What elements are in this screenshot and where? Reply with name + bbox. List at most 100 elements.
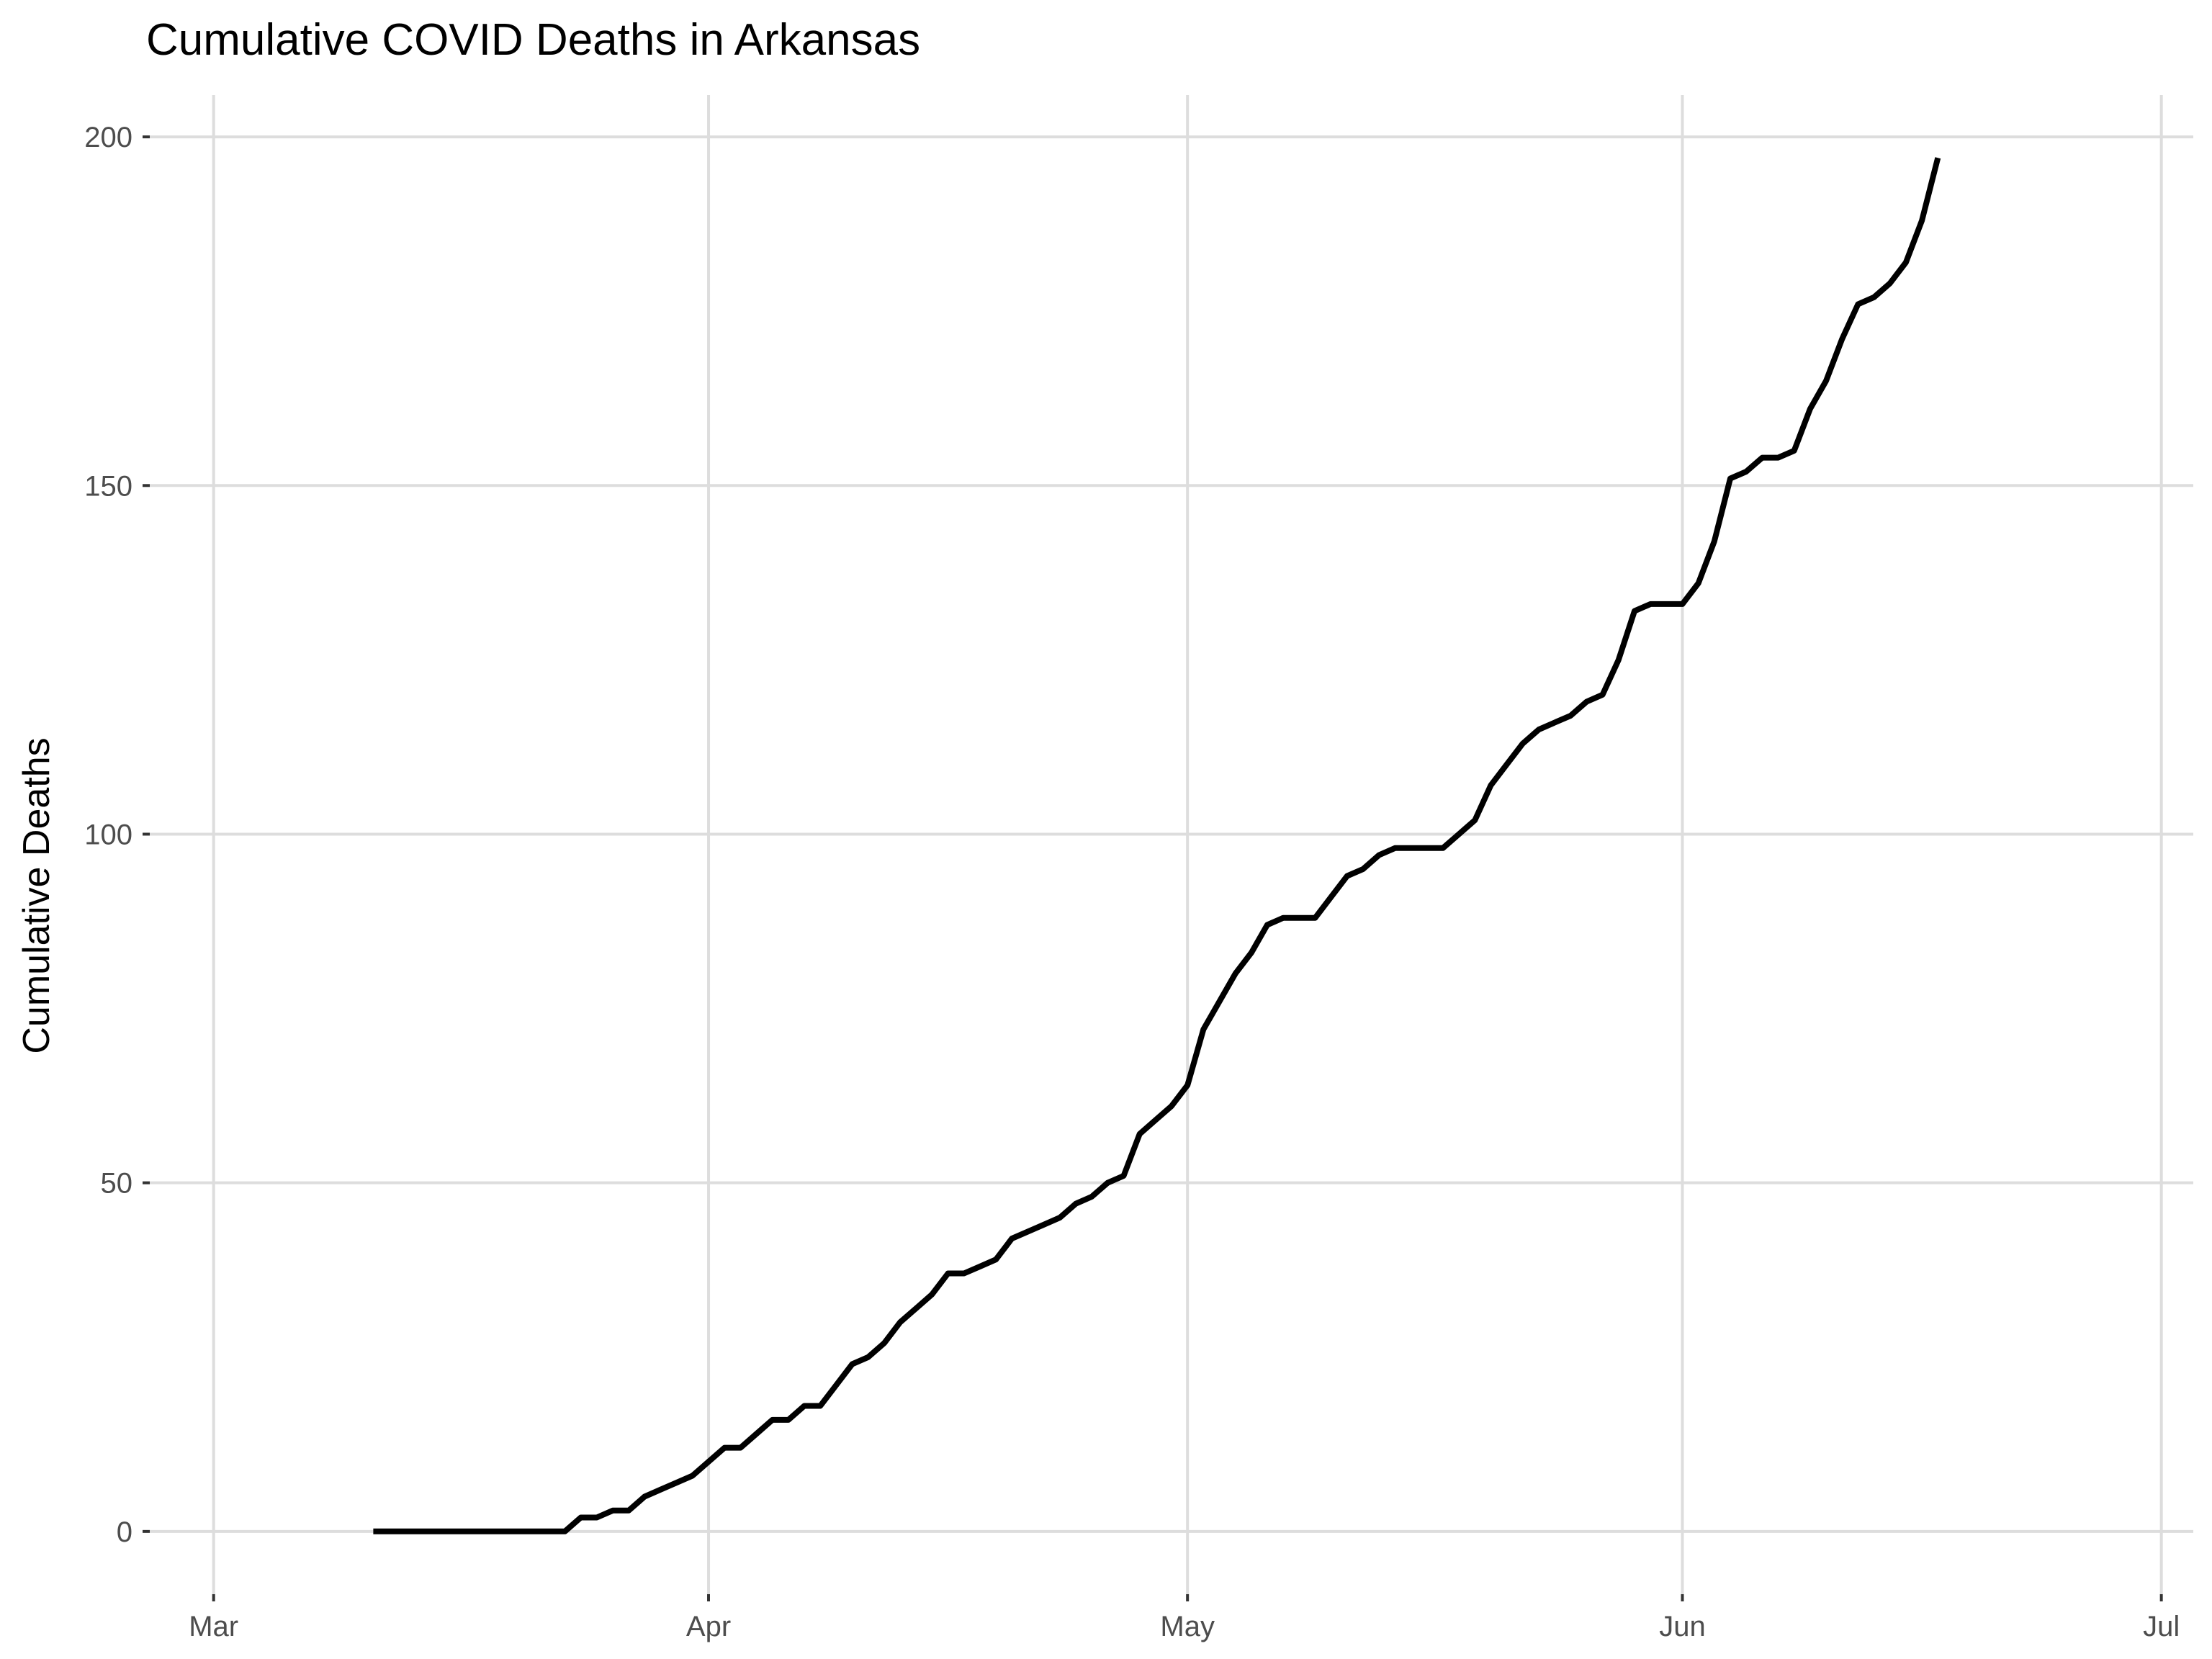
data-point: [1009, 1236, 1015, 1241]
data-point: [1743, 469, 1749, 475]
axes: 0 50 100 150 200 Mar Apr May Jun Jul: [84, 122, 2180, 1642]
data-point: [403, 1529, 408, 1534]
data-point: [466, 1529, 472, 1534]
data-point: [658, 1487, 664, 1493]
data-point: [1903, 259, 1909, 265]
series-line-cumulative-deaths: [373, 157, 1941, 1534]
data-point: [929, 1292, 935, 1298]
data-point: [562, 1529, 567, 1534]
data-point: [1696, 580, 1701, 586]
data-point: [450, 1529, 456, 1534]
y-axis-title: Cumulative Deaths: [16, 737, 58, 1053]
data-point: [817, 1403, 823, 1409]
y-tick-label: 0: [117, 1516, 132, 1548]
data-point: [1249, 950, 1254, 956]
data-point: [897, 1319, 903, 1325]
data-point: [1217, 999, 1223, 1004]
data-point: [786, 1417, 791, 1423]
data-point: [1776, 455, 1781, 461]
data-point: [1855, 302, 1861, 307]
data-point: [482, 1529, 488, 1534]
data-point: [1472, 817, 1478, 823]
data-point: [770, 1417, 775, 1423]
data-point: [1105, 1180, 1110, 1186]
data-point: [1759, 455, 1765, 461]
data-point: [1712, 539, 1717, 544]
data-point: [1025, 1228, 1030, 1234]
x-tick-label: Mar: [189, 1611, 238, 1642]
data-point: [801, 1403, 807, 1409]
data-point: [754, 1431, 760, 1437]
data-point: [913, 1305, 919, 1311]
data-point: [1233, 971, 1238, 976]
data-point: [1632, 608, 1637, 614]
data-point: [1663, 601, 1669, 607]
data-point: [1313, 915, 1318, 921]
data-point: [1552, 720, 1557, 726]
data-point: [1456, 831, 1462, 837]
data-point: [594, 1514, 600, 1520]
data-point: [1871, 295, 1877, 300]
x-tick-label: Jul: [2143, 1611, 2180, 1642]
data-point: [706, 1459, 711, 1465]
data-point: [833, 1382, 839, 1388]
data-point: [1887, 280, 1893, 286]
data-point: [1440, 845, 1446, 851]
data-point: [578, 1514, 584, 1520]
data-point: [434, 1529, 440, 1534]
data-point: [1073, 1201, 1079, 1207]
data-point: [674, 1480, 680, 1485]
series-layer: [370, 157, 1941, 1534]
data-point: [1264, 922, 1270, 927]
data-point: [1120, 1173, 1126, 1179]
data-point: [1328, 894, 1334, 900]
data-point: [1153, 1118, 1159, 1123]
data-point: [1839, 336, 1845, 342]
x-tick-label: Jun: [1659, 1611, 1706, 1642]
data-point: [1568, 713, 1573, 719]
data-point: [881, 1340, 887, 1346]
data-point: [1727, 476, 1733, 482]
data-point: [1504, 762, 1510, 768]
data-point: [721, 1445, 727, 1451]
x-tick-label: Apr: [686, 1611, 731, 1642]
data-point: [1408, 845, 1414, 851]
y-tick-label: 150: [84, 470, 132, 502]
data-point: [626, 1508, 631, 1514]
data-point: [1600, 692, 1606, 698]
y-tick-label: 100: [84, 819, 132, 850]
data-point: [1200, 1027, 1206, 1033]
x-tick-label: May: [1160, 1611, 1215, 1642]
data-point: [1360, 866, 1366, 872]
data-point: [1680, 601, 1686, 607]
data-point: [1791, 448, 1797, 454]
data-point: [1807, 406, 1813, 412]
data-point: [418, 1529, 424, 1534]
data-point: [1392, 845, 1398, 851]
data-point: [1344, 873, 1350, 879]
data-point: [1520, 741, 1526, 747]
data-point: [1169, 1103, 1174, 1109]
chart-title: Cumulative COVID Deaths in Arkansas: [146, 15, 920, 65]
data-point: [977, 1264, 983, 1269]
data-point: [1057, 1215, 1063, 1220]
data-point: [945, 1271, 951, 1277]
data-point: [1089, 1194, 1094, 1200]
data-point: [642, 1493, 647, 1499]
data-point: [690, 1473, 696, 1478]
data-point: [961, 1271, 967, 1277]
y-tick-label: 50: [101, 1168, 133, 1200]
data-point: [370, 1529, 376, 1534]
grid-lines: [150, 95, 2193, 1594]
data-point: [1647, 601, 1653, 607]
data-point: [387, 1529, 392, 1534]
data-point: [1488, 783, 1493, 788]
data-point: [993, 1256, 999, 1262]
data-point: [530, 1529, 536, 1534]
data-point: [1137, 1131, 1143, 1137]
data-point: [1041, 1222, 1047, 1228]
data-point: [850, 1361, 855, 1367]
data-point: [1919, 217, 1925, 223]
data-point: [1536, 727, 1542, 732]
